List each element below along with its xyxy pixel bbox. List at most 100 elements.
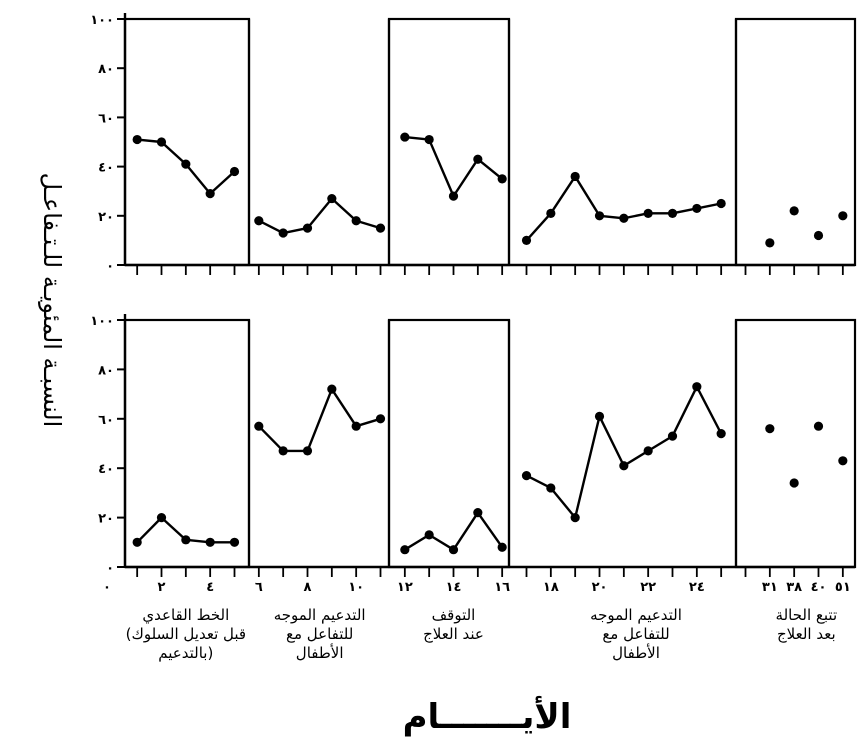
data-point xyxy=(813,421,824,431)
phase-caption: (قبل تعديل السلوك xyxy=(126,625,246,643)
x-tick-label: ٤٠ xyxy=(811,580,827,595)
data-point xyxy=(424,134,434,145)
x-tick-label: ٢٤ xyxy=(689,580,705,595)
phase-caption: الأطفال xyxy=(612,643,660,662)
phase-caption: الأطفال xyxy=(296,643,344,662)
data-point xyxy=(351,421,361,431)
data-point xyxy=(789,478,799,488)
x-tick-label: ٢ xyxy=(158,580,166,595)
x-tick-label: ١٨ xyxy=(543,580,559,595)
data-point xyxy=(254,421,264,431)
data-point xyxy=(181,159,191,169)
y-tick-label: ٢٠ xyxy=(98,512,114,527)
y-axis-title: النسبـة المئويـة للـتـفاعـل xyxy=(38,173,66,428)
data-point xyxy=(132,134,142,145)
y-tick-label: ٤٠ xyxy=(98,161,114,176)
x-tick-label: ٣١ xyxy=(762,580,778,595)
data-point xyxy=(156,513,167,523)
data-point xyxy=(643,446,653,456)
data-point xyxy=(546,483,556,493)
data-point xyxy=(181,535,191,545)
phase-caption: بالتدعيم) xyxy=(158,644,213,662)
phase-caption: للتفاعل مع xyxy=(286,625,353,643)
y-tick-label: ٤٠ xyxy=(98,462,114,477)
y-tick-label: ٠ xyxy=(106,561,114,576)
data-point xyxy=(497,542,507,552)
data-point xyxy=(692,203,702,214)
x-tick-label: ١٢ xyxy=(397,580,413,595)
data-point xyxy=(278,228,288,238)
y-tick-label: ١٠٠ xyxy=(90,314,114,329)
series-line xyxy=(257,387,381,453)
y-tick-label: ٠ xyxy=(106,259,114,274)
x-tick-label: ٠ xyxy=(103,580,111,595)
panel-frames xyxy=(123,17,857,569)
x-tick-label: ١٦ xyxy=(494,580,510,595)
y-tick-label: ٦٠ xyxy=(98,413,114,428)
data-point xyxy=(327,384,337,394)
data-point xyxy=(716,429,726,439)
phase-frame xyxy=(734,17,857,267)
data-point xyxy=(570,171,580,182)
phase-caption: للتفاعل مع xyxy=(602,625,669,643)
x-tick-label: ١٤ xyxy=(446,580,462,595)
data-point xyxy=(205,537,215,547)
data-point xyxy=(765,424,775,434)
data-point xyxy=(132,537,142,547)
y-tick-label: ١٠٠ xyxy=(90,13,114,28)
axes xyxy=(117,13,855,577)
data-point xyxy=(497,174,507,184)
data-point xyxy=(521,471,532,481)
data-point xyxy=(765,238,775,248)
y-tick-label: ٨٠ xyxy=(98,363,114,378)
data-point xyxy=(667,431,678,441)
data-series xyxy=(132,132,848,555)
x-tick-label: ١٠ xyxy=(348,580,364,595)
x-tick-label: ٤ xyxy=(206,580,214,595)
phase-caption: تتبع الحالة xyxy=(776,606,838,624)
phase-frame xyxy=(387,17,511,267)
series-line xyxy=(525,385,723,519)
data-point xyxy=(229,166,240,177)
x-tick-label: ٢٠ xyxy=(592,580,608,595)
data-point xyxy=(594,411,605,421)
data-point xyxy=(692,382,702,392)
data-point xyxy=(254,216,264,226)
x-tick-label: ٥١ xyxy=(835,580,851,595)
data-point xyxy=(521,235,532,245)
data-point xyxy=(667,208,678,218)
data-point xyxy=(594,211,605,221)
phase-caption: التدعيم الموجه xyxy=(274,606,366,624)
data-point xyxy=(375,223,386,233)
phase-frame xyxy=(123,17,251,267)
y-tick-label: ٦٠ xyxy=(98,111,114,126)
phase-caption: الخط القاعدي xyxy=(142,606,229,625)
phase-frame xyxy=(734,318,857,569)
data-point xyxy=(473,154,483,164)
data-point xyxy=(278,446,288,456)
series-line xyxy=(258,197,381,235)
data-point xyxy=(473,508,483,518)
data-point xyxy=(619,461,629,471)
data-point xyxy=(448,191,459,201)
x-tick-label: ٦ xyxy=(255,580,263,595)
data-point xyxy=(351,216,361,226)
data-point xyxy=(546,208,556,218)
data-point xyxy=(156,137,167,147)
data-point xyxy=(327,193,337,204)
data-point xyxy=(716,198,726,209)
phase-caption: عند العلاج xyxy=(423,625,484,644)
data-point xyxy=(813,230,824,241)
phase-caption: التوقف xyxy=(432,606,476,624)
data-point xyxy=(205,189,215,199)
data-point xyxy=(789,206,799,216)
data-point xyxy=(838,211,848,221)
x-tick-label: ٣٨ xyxy=(786,580,802,595)
phase-frame xyxy=(123,318,251,569)
data-point xyxy=(838,456,848,466)
data-point xyxy=(400,545,410,555)
x-axis-title: الأيـــــــام xyxy=(403,695,572,737)
data-point xyxy=(448,545,459,555)
data-point xyxy=(229,537,240,547)
